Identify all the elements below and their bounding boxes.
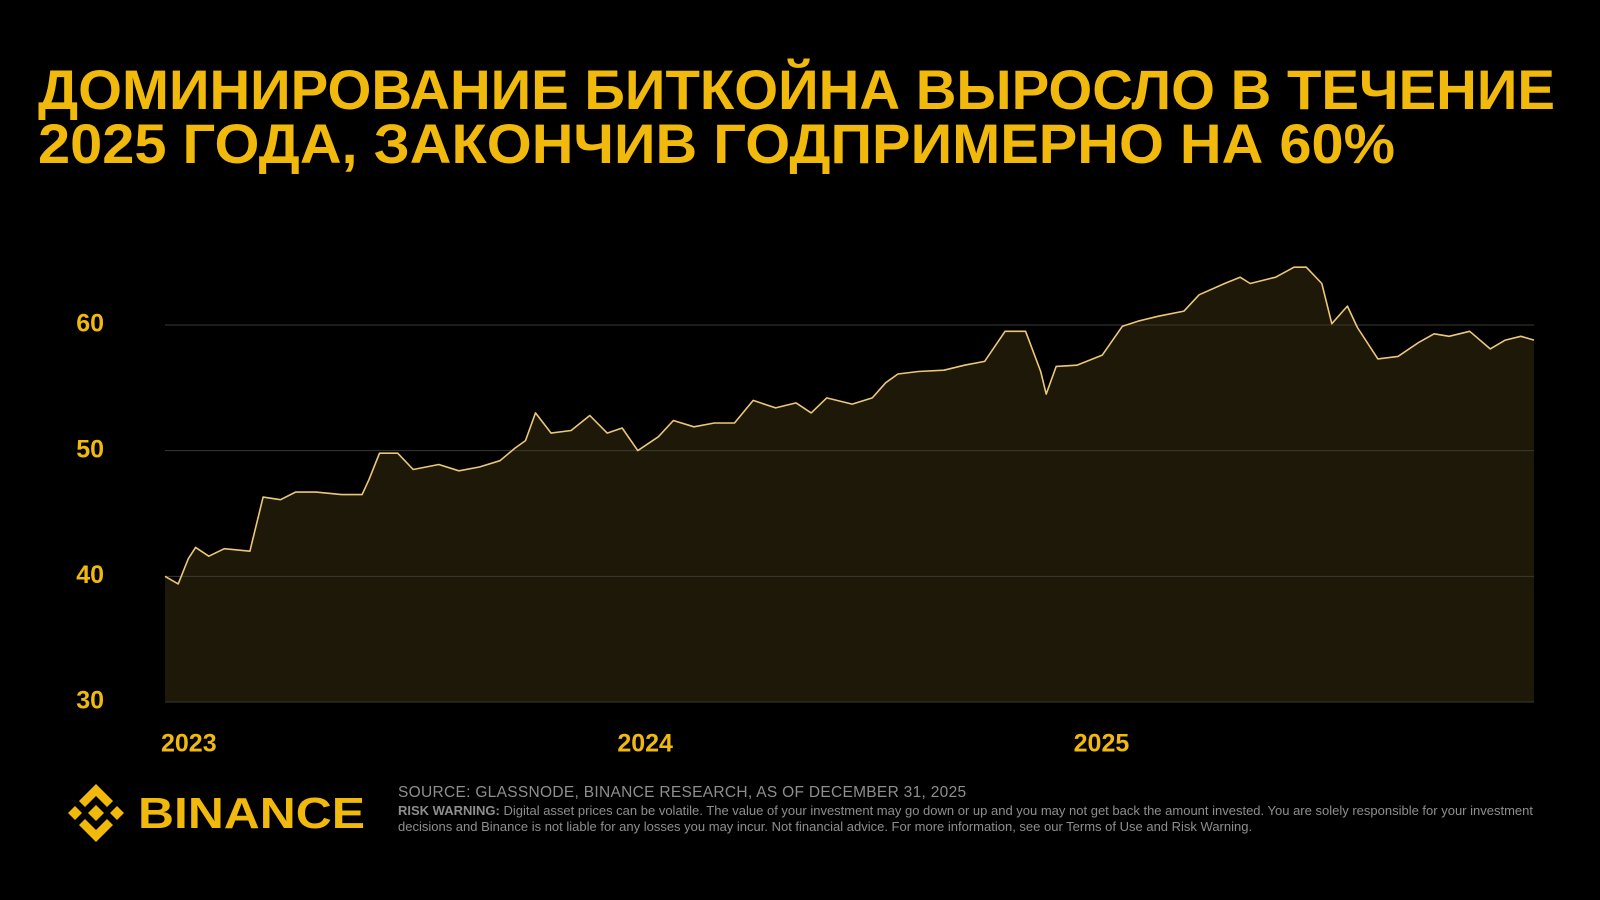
y-tick-label: 30 bbox=[76, 687, 104, 715]
logo-top bbox=[79, 784, 113, 807]
data-line bbox=[164, 266, 1535, 585]
source: SOURCE: GLASSNODE, BINANCE RESEARCH, AS … bbox=[398, 784, 967, 801]
x-tick-label: 2023 bbox=[161, 730, 217, 758]
brand-name: BINANCE bbox=[138, 789, 365, 838]
y-tick-label: 40 bbox=[76, 561, 104, 589]
chart-title: ДОМИНИРОВАНИЕ БИТКОЙНА ВЫРОСЛО В ТЕЧЕНИЕ bbox=[38, 58, 1555, 121]
logo-right bbox=[110, 806, 124, 820]
risk-text: Digital asset prices can be volatile. Th… bbox=[398, 803, 1533, 834]
logo-bottom bbox=[79, 819, 113, 842]
risk-label: RISK WARNING: bbox=[398, 803, 500, 818]
x-tick-label: 2024 bbox=[617, 730, 673, 758]
plot bbox=[164, 266, 1535, 703]
logo-center bbox=[88, 805, 104, 821]
area-fill bbox=[165, 267, 1534, 702]
binance-logo bbox=[68, 784, 124, 842]
footnote: SOURCE: GLASSNODE, BINANCE RESEARCH, AS … bbox=[398, 785, 1536, 835]
logo-left bbox=[68, 806, 82, 820]
chart-title: 2025 ГОДА, ЗАКОНЧИВ ГОДПРИМЕРНО НА 60% bbox=[38, 112, 1395, 175]
risk-warning: RISK WARNING: Digital asset prices can b… bbox=[398, 803, 1536, 835]
y-tick-label: 50 bbox=[76, 435, 104, 463]
y-tick-label: 60 bbox=[76, 310, 104, 338]
x-tick-label: 2025 bbox=[1074, 730, 1130, 758]
